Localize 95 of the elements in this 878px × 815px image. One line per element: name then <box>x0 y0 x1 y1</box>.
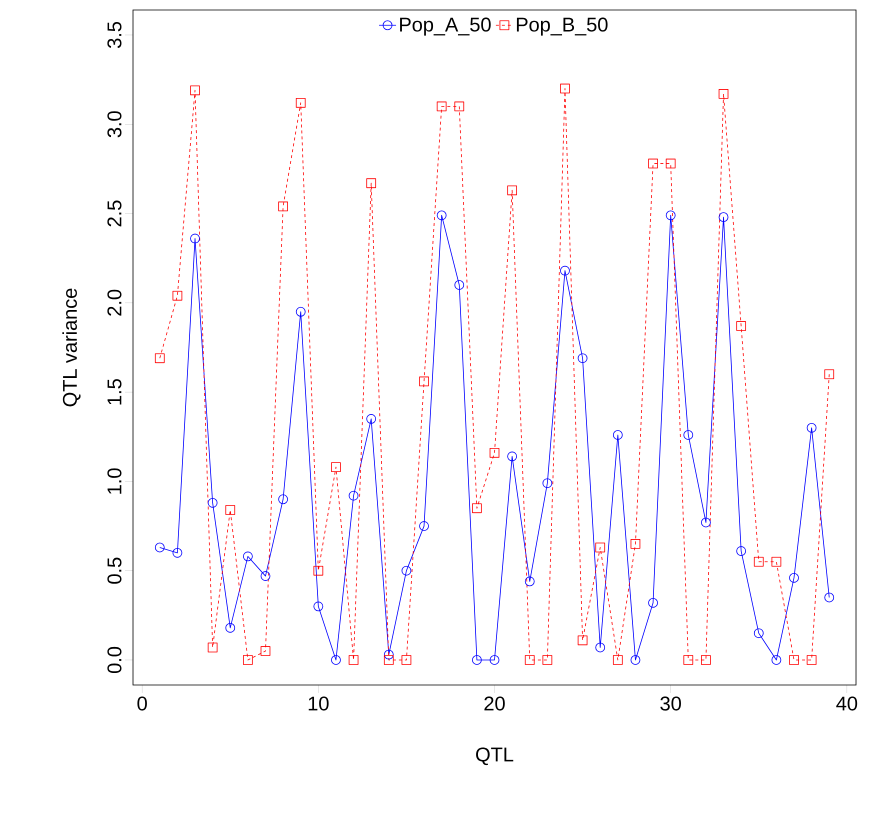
point <box>666 158 676 168</box>
point <box>436 102 447 112</box>
point <box>630 655 640 665</box>
y-tick-label: 2.5 <box>107 200 122 226</box>
point <box>331 655 341 665</box>
y-tick-label: 2.0 <box>107 290 122 316</box>
y-tick-label: 3.5 <box>107 22 122 48</box>
point <box>260 646 270 656</box>
x-tick-label: 10 <box>308 696 329 711</box>
point <box>384 655 394 665</box>
y-tick-label: 1.0 <box>107 468 122 494</box>
point <box>771 556 782 567</box>
point <box>754 628 764 638</box>
point <box>683 430 694 440</box>
x-axis-title: QTL <box>476 747 514 766</box>
point <box>612 430 623 440</box>
point <box>331 462 341 472</box>
point <box>436 210 447 220</box>
point <box>771 655 782 665</box>
point <box>701 518 711 528</box>
point <box>348 490 358 501</box>
x-tick-label: 0 <box>137 696 147 711</box>
point <box>172 548 182 558</box>
x-tick-label: 30 <box>660 696 681 711</box>
point <box>507 452 518 462</box>
point <box>384 650 394 660</box>
point <box>524 655 535 665</box>
point <box>648 158 658 168</box>
x-tick-label: 20 <box>484 696 505 711</box>
point <box>683 655 694 665</box>
point <box>419 521 429 531</box>
point <box>560 266 570 276</box>
legend-label: Pop_A_50 <box>400 18 491 36</box>
point <box>296 98 306 108</box>
point <box>366 178 376 188</box>
point <box>630 539 640 549</box>
point <box>578 635 588 646</box>
point <box>154 353 165 364</box>
point <box>490 448 500 458</box>
point <box>278 494 288 504</box>
point <box>313 602 324 612</box>
point <box>595 642 606 652</box>
point <box>260 571 270 581</box>
y-tick-label: 3.0 <box>107 111 122 138</box>
point <box>701 655 711 665</box>
point <box>542 655 552 665</box>
point <box>190 85 200 96</box>
point <box>402 566 412 576</box>
point <box>648 598 658 608</box>
point <box>578 353 588 364</box>
point <box>208 642 218 652</box>
point <box>736 546 746 556</box>
point <box>507 185 518 196</box>
point <box>242 655 253 665</box>
point <box>172 290 182 301</box>
point <box>225 505 236 515</box>
point <box>366 414 376 424</box>
point <box>612 655 623 665</box>
legend-label: Pop_B_50 <box>516 18 608 36</box>
y-tick-label: 0.5 <box>107 558 122 584</box>
point <box>718 212 728 222</box>
point <box>736 321 746 331</box>
point <box>490 655 500 665</box>
point <box>824 369 834 380</box>
point <box>348 655 358 665</box>
y-axis-title: QTL variance <box>62 288 81 406</box>
point <box>789 655 799 665</box>
point <box>595 542 606 552</box>
x-tick-label: 40 <box>836 696 858 711</box>
point <box>789 572 799 583</box>
point <box>472 503 482 514</box>
point <box>454 280 464 290</box>
point <box>524 576 535 586</box>
point <box>190 234 200 244</box>
point <box>560 84 570 94</box>
point <box>666 210 676 220</box>
point <box>242 552 253 562</box>
point <box>806 422 816 433</box>
y-tick-label: 1.5 <box>108 379 122 404</box>
point <box>754 556 764 567</box>
point <box>225 622 236 633</box>
point <box>296 306 306 317</box>
point <box>313 566 324 576</box>
point <box>402 655 412 665</box>
point <box>472 655 482 665</box>
point <box>718 89 728 99</box>
point <box>208 498 218 508</box>
point <box>419 376 429 386</box>
point <box>824 592 834 602</box>
point <box>154 542 165 552</box>
point <box>454 102 464 112</box>
point <box>542 478 552 488</box>
point <box>806 655 816 665</box>
point <box>278 202 288 212</box>
y-tick-label: 0.0 <box>107 646 122 674</box>
